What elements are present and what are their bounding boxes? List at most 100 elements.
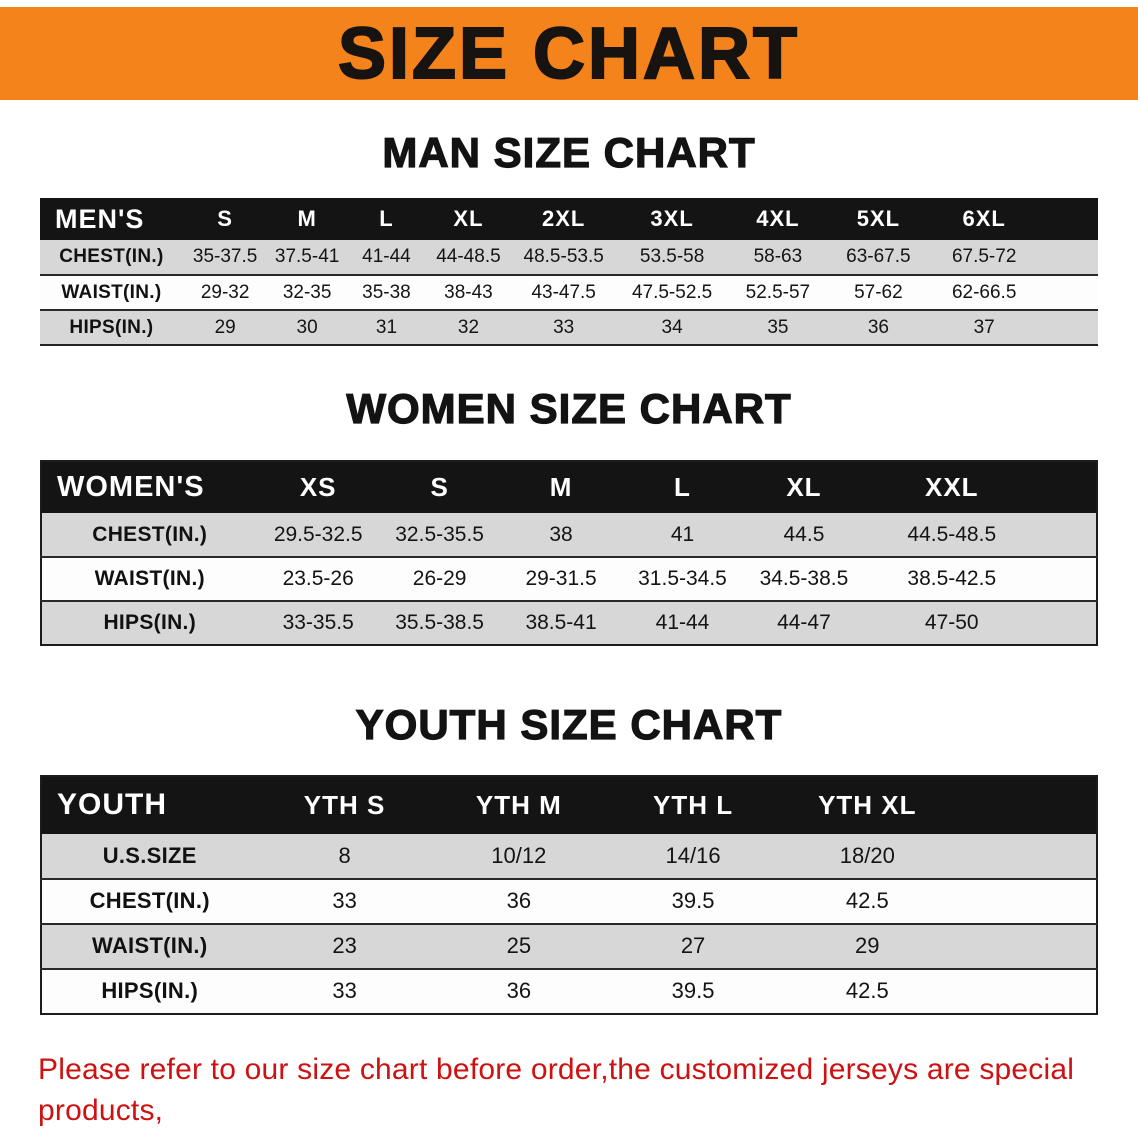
youth-size-header: YTH S xyxy=(303,789,386,820)
cell: 41-44 xyxy=(362,246,411,268)
cell: 32-35 xyxy=(282,281,332,303)
women-header-row: WOMEN'S XS S M L XL XXL xyxy=(41,461,1097,514)
cell: 36 xyxy=(506,978,532,1004)
row-label: CHEST(IN.) xyxy=(59,246,164,268)
men-chest-row: CHEST(IN.) 35-37.5 37.5-41 41-44 44-48.5… xyxy=(40,240,1098,276)
spacer-cell xyxy=(1040,198,1098,240)
cell: 8 xyxy=(338,842,351,868)
cell: 25 xyxy=(506,933,532,959)
cell: 67.5-72 xyxy=(951,246,1017,268)
cell: 34 xyxy=(661,316,683,338)
men-header-row: MEN'S S M L XL 2XL 3XL 4XL 5XL 6XL xyxy=(40,198,1098,241)
cell: 23.5-26 xyxy=(282,567,354,591)
row-label: CHEST(IN.) xyxy=(92,522,208,546)
men-size-header: 3XL xyxy=(650,206,694,232)
youth-corner-label: YOUTH xyxy=(57,788,167,822)
youth-section-heading: YOUTH SIZE CHART xyxy=(355,701,783,749)
men-size-header: 5XL xyxy=(856,206,901,232)
cell: 42.5 xyxy=(845,888,889,914)
cell: 38-43 xyxy=(444,281,493,303)
spacer-cell xyxy=(954,834,1097,879)
men-size-header: XL xyxy=(453,206,484,232)
youth-waist-row: WAIST(IN.) 23 25 27 29 xyxy=(41,923,1097,969)
men-size-header: 4XL xyxy=(756,206,800,232)
cell: 31.5-34.5 xyxy=(638,567,727,591)
cell: 29.5-32.5 xyxy=(273,522,363,546)
spacer-cell xyxy=(954,924,1097,969)
youth-header-row: YOUTH YTH S YTH M YTH L YTH XL xyxy=(41,775,1097,834)
cell: 43-47.5 xyxy=(531,281,596,303)
spacer-cell xyxy=(1039,601,1097,645)
cell: 44-48.5 xyxy=(436,246,501,268)
men-size-header: 6XL xyxy=(962,206,1006,232)
cell: 47.5-52.5 xyxy=(631,281,713,303)
women-chest-row: CHEST(IN.) 29.5-32.5 32.5-35.5 38 41 44.… xyxy=(41,513,1097,558)
men-size-header: S xyxy=(217,206,233,232)
cell: 37.5-41 xyxy=(274,246,340,268)
cell: 29-32 xyxy=(200,281,250,303)
cell: 26-29 xyxy=(412,567,467,591)
men-corner-label: MEN'S xyxy=(55,203,145,234)
cell: 31 xyxy=(375,316,398,338)
cell: 34.5-38.5 xyxy=(759,567,849,591)
cell: 44.5-48.5 xyxy=(907,522,997,546)
youth-hips-row: HIPS(IN.) 33 36 39.5 42.5 xyxy=(41,968,1097,1014)
youth-size-header: YTH XL xyxy=(818,789,917,820)
row-label: WAIST(IN.) xyxy=(94,567,205,591)
women-size-header: M xyxy=(549,472,573,503)
cell: 29 xyxy=(855,933,880,959)
cell: 33 xyxy=(332,888,357,914)
cell: 32.5-35.5 xyxy=(395,522,484,546)
men-size-header: 2XL xyxy=(541,206,586,232)
cell: 35-37.5 xyxy=(192,246,258,268)
cell: 36 xyxy=(506,888,532,914)
women-size-header: L xyxy=(674,472,691,503)
cell: 38.5-42.5 xyxy=(907,567,997,591)
spacer-cell xyxy=(1040,240,1098,275)
women-size-table: WOMEN'S XS S M L XL XXL CHEST(IN.) 29.5-… xyxy=(40,460,1098,647)
cell: 52.5-57 xyxy=(745,281,811,303)
cell: 44.5 xyxy=(783,522,825,546)
row-label: HIPS(IN.) xyxy=(101,978,199,1004)
disclaimer-line-1: Please refer to our size chart before or… xyxy=(38,1052,1075,1127)
youth-size-table: YOUTH YTH S YTH M YTH L YTH XL U.S.SIZE … xyxy=(40,774,1098,1015)
cell: 39.5 xyxy=(671,888,715,914)
row-label: HIPS(IN.) xyxy=(69,316,154,338)
row-label: WAIST(IN.) xyxy=(61,281,162,303)
youth-ussize-row: U.S.SIZE 8 10/12 14/16 18/20 xyxy=(41,833,1097,879)
cell: 44-47 xyxy=(777,611,831,635)
cell: 37 xyxy=(973,316,995,338)
men-size-table: MEN'S S M L XL 2XL 3XL 4XL 5XL 6XL CHEST… xyxy=(40,198,1098,347)
cell: 32 xyxy=(457,316,480,338)
cell: 33-35.5 xyxy=(282,611,354,635)
youth-size-header: YTH L xyxy=(653,789,734,820)
women-size-header: S xyxy=(430,472,449,503)
row-label: U.S.SIZE xyxy=(102,842,197,868)
cell: 62-66.5 xyxy=(951,281,1017,303)
cell: 63-67.5 xyxy=(846,246,911,268)
spacer-cell xyxy=(1040,310,1098,345)
cell: 33 xyxy=(332,978,357,1004)
cell: 29 xyxy=(214,316,236,338)
spacer-cell xyxy=(954,879,1097,924)
cell: 14/16 xyxy=(665,842,721,868)
row-label: CHEST(IN.) xyxy=(89,888,210,914)
cell: 36 xyxy=(867,316,889,338)
women-waist-row: WAIST(IN.) 23.5-26 26-29 29-31.5 31.5-34… xyxy=(41,557,1097,602)
spacer-cell xyxy=(1039,557,1097,601)
cell: 42.5 xyxy=(845,978,889,1004)
women-corner-label: WOMEN'S xyxy=(57,471,205,504)
cell: 38 xyxy=(549,522,573,546)
cell: 35-38 xyxy=(362,281,411,303)
women-size-header: XL xyxy=(786,472,822,503)
cell: 35.5-38.5 xyxy=(395,611,484,635)
women-size-header: XXL xyxy=(924,472,979,503)
cell: 35 xyxy=(767,316,789,338)
women-section-heading: WOMEN SIZE CHART xyxy=(346,385,792,433)
men-waist-row: WAIST(IN.) 29-32 32-35 35-38 38-43 43-47… xyxy=(40,275,1098,311)
cell: 27 xyxy=(680,933,706,959)
page-title: SIZE CHART xyxy=(337,13,800,94)
spacer-cell xyxy=(954,969,1097,1014)
cell: 41 xyxy=(670,522,695,546)
